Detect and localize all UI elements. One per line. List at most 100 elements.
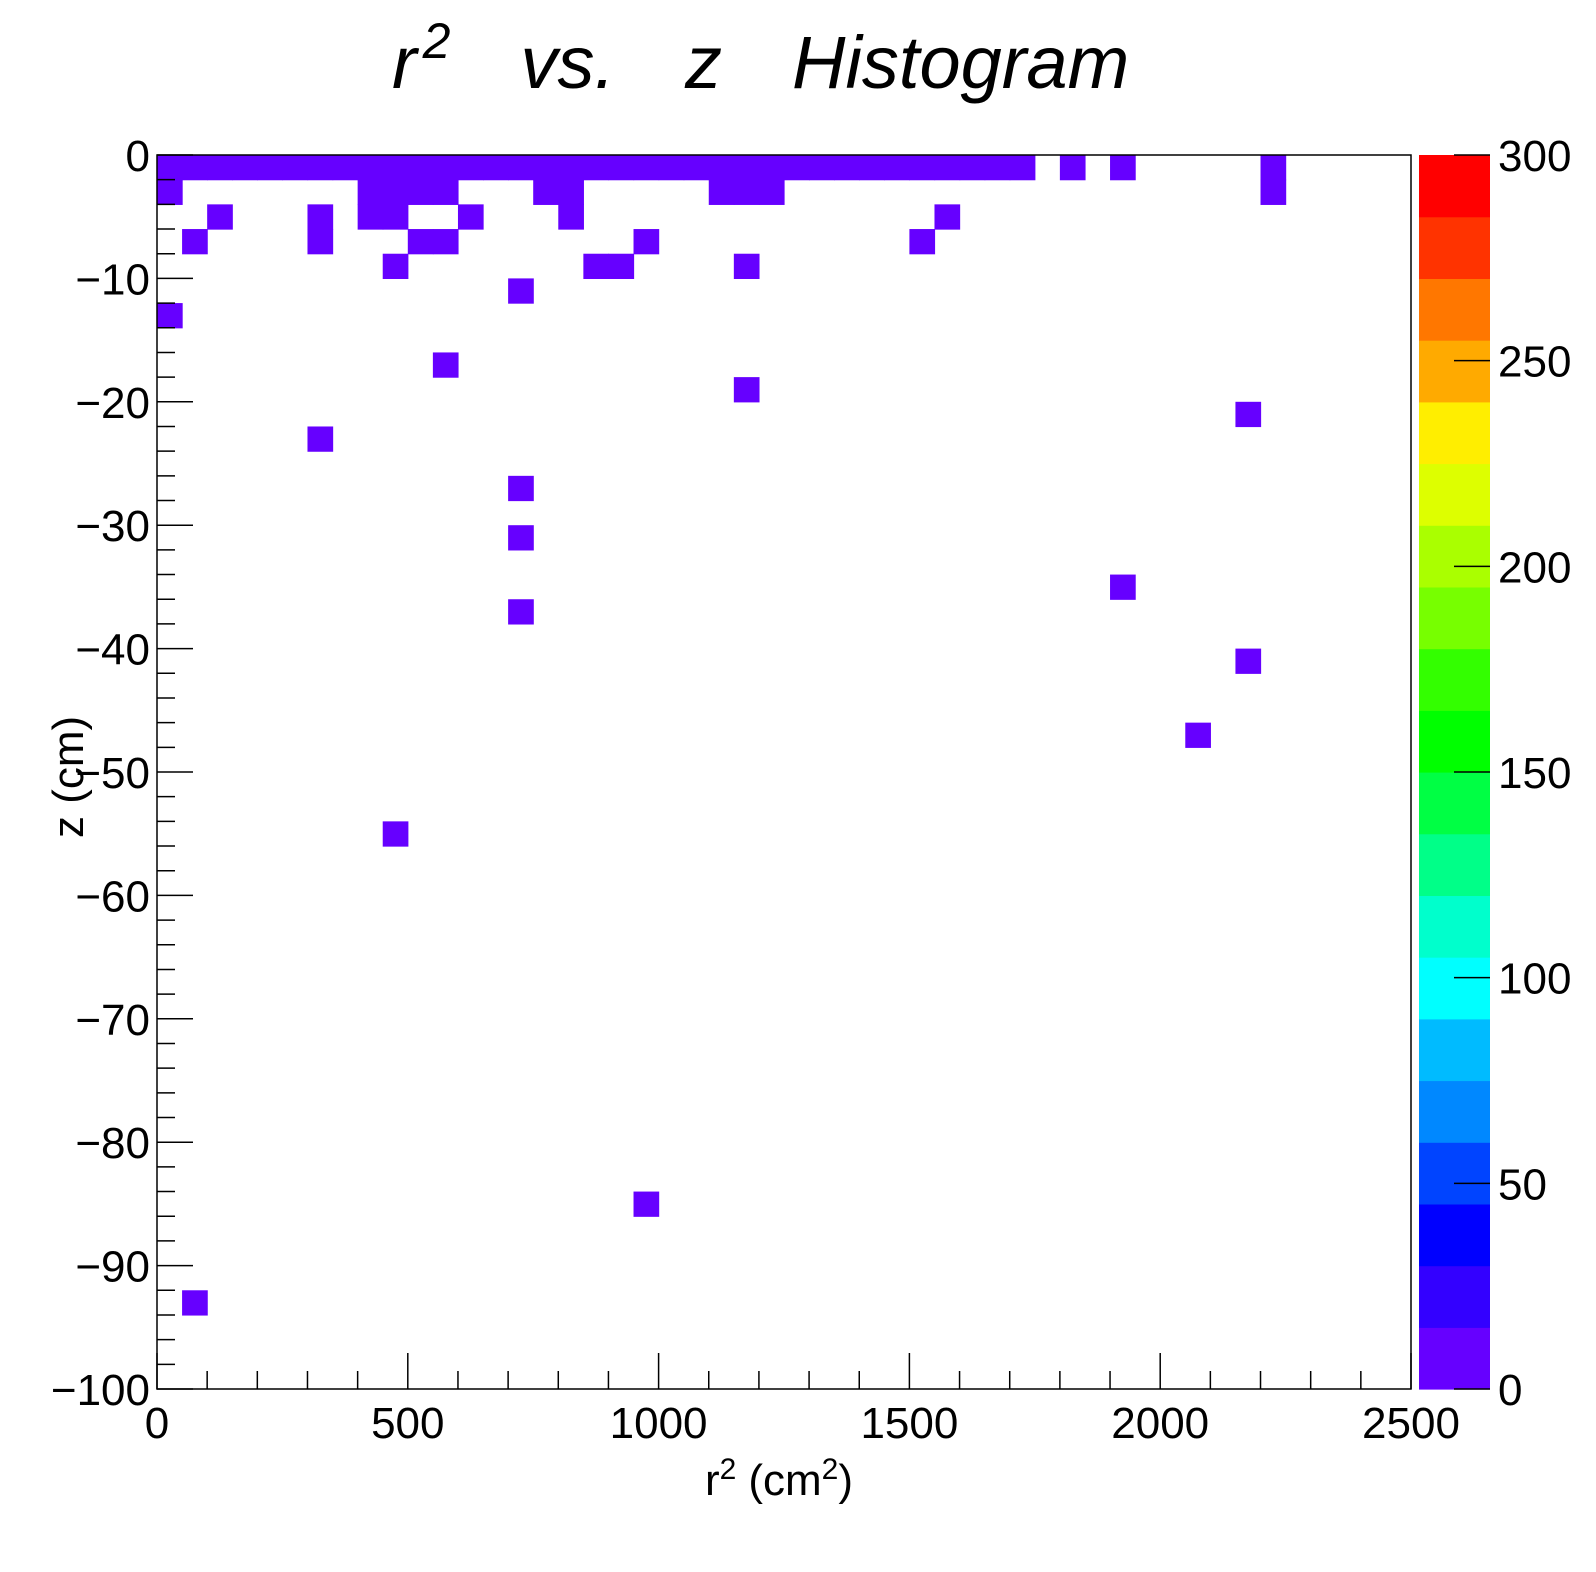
heatmap-cell [1110, 155, 1136, 181]
heatmap-cell [784, 155, 810, 181]
y-tick-label: −90 [75, 1243, 150, 1292]
heatmap-cell [884, 155, 910, 181]
x-tick-label: 500 [371, 1399, 444, 1448]
z-tick-label: 250 [1498, 338, 1571, 387]
heatmap-cell [307, 155, 334, 181]
z-tick-label: 0 [1498, 1366, 1522, 1415]
palette-swatch [1419, 1265, 1490, 1328]
palette-swatch [1419, 1327, 1490, 1390]
heatmap-cell [357, 155, 384, 181]
heatmap-cell [733, 253, 760, 279]
heatmap-cell [332, 155, 359, 181]
heatmap-cell [1235, 648, 1262, 674]
heatmap-cell [633, 155, 660, 181]
heatmap-cell [282, 155, 309, 181]
z-tick-label: 150 [1498, 749, 1571, 798]
palette-swatch [1419, 278, 1490, 341]
heatmap-cell [1009, 155, 1036, 181]
y-tick-label: −60 [75, 872, 150, 921]
heatmap-cell [1059, 155, 1086, 181]
heatmap-cell [357, 204, 384, 230]
y-tick-label: −80 [75, 1119, 150, 1168]
heatmap-cell [307, 426, 334, 452]
heatmap-cell [432, 229, 459, 255]
palette-swatch [1419, 1203, 1490, 1267]
heatmap-cell [809, 155, 835, 181]
heatmap-cell [608, 253, 635, 279]
heatmap-cell [432, 179, 459, 205]
y-axis-title: z (cm) [44, 716, 93, 838]
y-tick-label: −40 [75, 626, 150, 675]
y-tick-label: −50 [75, 749, 150, 798]
heatmap-cell [558, 204, 584, 230]
x-tick-label: 1500 [860, 1399, 958, 1448]
heatmap-cell [608, 155, 635, 181]
heatmap-cell [182, 1290, 208, 1316]
heatmap-cell [257, 155, 283, 181]
heatmap-cell [307, 229, 334, 255]
palette-swatch [1419, 957, 1490, 1020]
heatmap-cell [658, 155, 685, 181]
palette-swatch [1419, 1080, 1490, 1143]
heatmap-cell [1260, 179, 1287, 205]
heatmap-cell [407, 179, 434, 205]
heatmap-cell [583, 253, 610, 279]
color-palette [1419, 155, 1490, 1390]
heatmap-cell [758, 155, 785, 181]
heatmap-cell [1260, 155, 1287, 181]
y-tick-label: −10 [75, 255, 150, 304]
palette-swatch [1419, 340, 1490, 403]
heatmap-cell [357, 179, 384, 205]
heatmap-cell [457, 204, 484, 230]
heatmap-cell [708, 155, 735, 181]
heatmap-cell [307, 204, 334, 230]
heatmap-cell [508, 155, 534, 181]
palette-swatch [1419, 1142, 1490, 1205]
heatmap-cell [934, 204, 961, 230]
heatmap-cell [508, 278, 534, 304]
plot-frame [156, 154, 1412, 1390]
x-tick-label: 0 [145, 1399, 169, 1448]
heatmap-cells [157, 155, 1287, 1316]
y-tick-label: −100 [51, 1366, 150, 1415]
x-tick-label: 1000 [610, 1399, 708, 1448]
heatmap-cell [157, 155, 183, 181]
palette-swatch [1419, 586, 1490, 650]
palette-swatch [1419, 648, 1490, 711]
heatmap-cell [633, 1191, 660, 1217]
x-tick-label: 2500 [1362, 1399, 1460, 1448]
palette-swatch [1419, 895, 1490, 958]
palette-swatch [1419, 772, 1490, 835]
z-tick-label: 300 [1498, 132, 1571, 181]
heatmap-cell [508, 599, 534, 625]
palette-swatch [1419, 216, 1490, 279]
heatmap-cell [1185, 722, 1211, 748]
heatmap-cell [633, 229, 660, 255]
y-tick-label: 0 [126, 132, 150, 181]
heatmap-cell [207, 204, 233, 230]
heatmap-cell [207, 155, 233, 181]
palette-swatch [1419, 401, 1490, 465]
heatmap-cell [683, 155, 710, 181]
heatmap-cell [508, 475, 534, 502]
heatmap-cell [382, 179, 409, 205]
heatmap-cell [157, 179, 183, 205]
heatmap-cell [909, 229, 936, 255]
heatmap-cell [432, 155, 459, 181]
heatmap-cell [182, 229, 208, 255]
palette-swatch [1419, 833, 1490, 896]
palette-swatch [1419, 463, 1490, 526]
heatmap-cell [909, 155, 936, 181]
z-axis: 0 50 100 150 200 250 300 [1454, 132, 1571, 1415]
z-tick-label: 200 [1498, 543, 1571, 592]
heatmap-cell [407, 229, 434, 255]
heatmap-cell [583, 155, 610, 181]
heatmap-cell [182, 155, 208, 181]
y-axis: 0 −10 −20 −30 −40 −50 −60 −70 −80 −90 −100 [51, 132, 193, 1415]
heatmap-cell [157, 303, 183, 329]
y-tick-label: −30 [75, 502, 150, 551]
heatmap-cell [382, 155, 409, 181]
palette-swatch [1419, 710, 1490, 773]
heatmap-cell [984, 155, 1011, 181]
heatmap-cell [959, 155, 986, 181]
